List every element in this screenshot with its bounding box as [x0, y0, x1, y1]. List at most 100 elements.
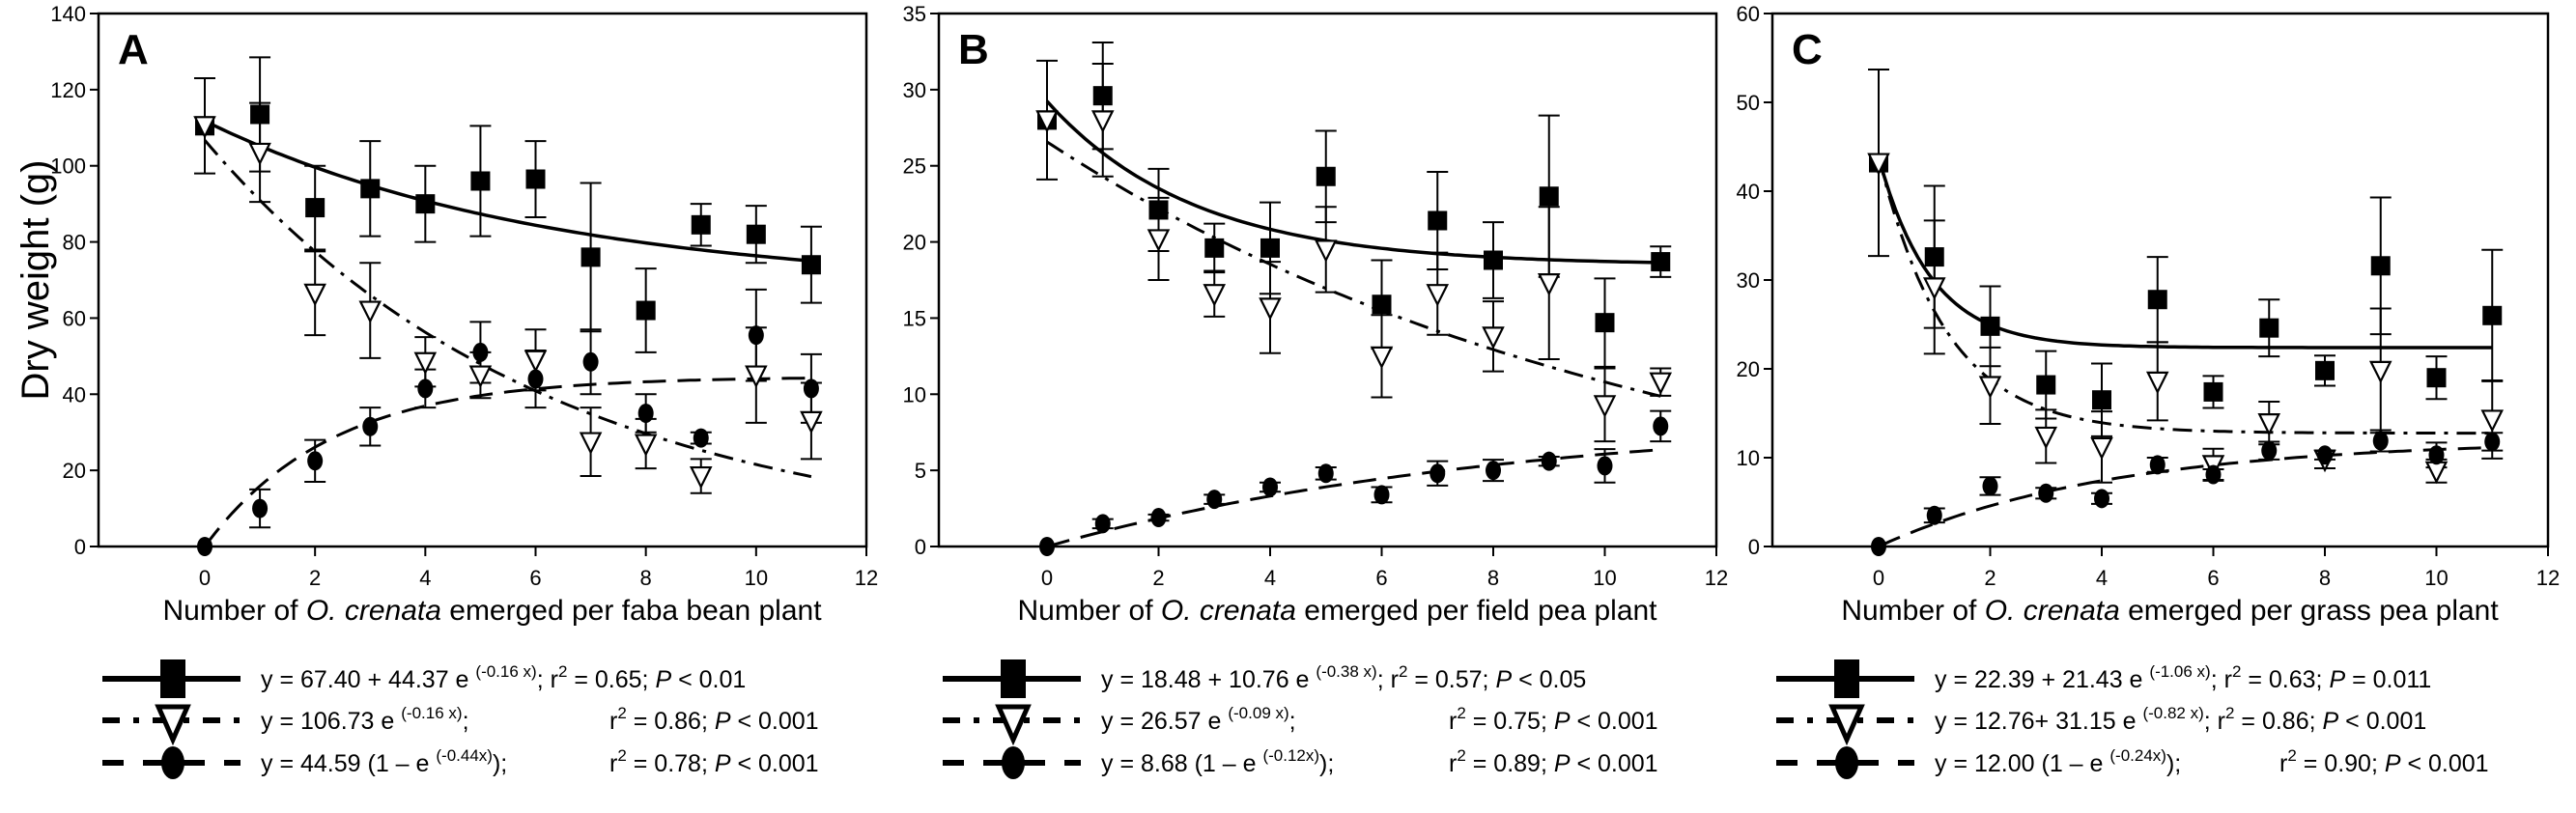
y-tick-label: 60 — [1737, 2, 1760, 26]
r-squared-symbol: r — [1391, 666, 1399, 693]
fit-curve-triangle — [1046, 140, 1661, 398]
legend-square-icon — [160, 659, 185, 698]
data-point-circle — [803, 378, 819, 399]
data-point-triangle — [2090, 436, 2113, 461]
x-axis-label-part: emerged per field pea plant — [1296, 595, 1657, 627]
y-tick-label: 100 — [50, 154, 86, 179]
equation-exponent: (-0.82 x) — [2142, 704, 2203, 722]
data-point-square — [2036, 375, 2056, 395]
y-tick-label: 10 — [903, 382, 926, 406]
data-point-circle — [1541, 451, 1557, 471]
r-squared-symbol: r — [551, 666, 558, 693]
data-point-circle — [1262, 477, 1278, 497]
data-point-triangle — [1867, 153, 1890, 177]
legend-equation: y = 12.76+ 31.15 e (-0.82 x); r2 = 0.86;… — [1935, 704, 2426, 735]
data-point-square — [1372, 294, 1392, 315]
r-squared-value: = 0.75; — [1466, 708, 1554, 735]
data-point-square — [1148, 200, 1169, 220]
y-tick-label: 60 — [63, 306, 86, 330]
equation-exponent: (-0.16 x) — [401, 704, 462, 722]
fit-curve-circle — [1878, 446, 2493, 548]
plot-frame — [937, 12, 1718, 548]
data-point-circle — [2261, 440, 2278, 461]
r-squared-superscript: 2 — [617, 746, 626, 765]
legend-triangle-icon — [995, 704, 1032, 746]
data-point-triangle — [1370, 346, 1394, 370]
equation-exponent: (-0.16 x) — [475, 662, 536, 681]
data-point-triangle — [2368, 360, 2392, 384]
legend-item-triangle: y = 106.73 e (-0.16 x); r2 = 0.86; P < 0.… — [102, 704, 819, 746]
data-point-square — [2426, 368, 2447, 388]
equation-tail: ; — [537, 666, 551, 693]
legend-square-icon — [1001, 659, 1026, 698]
p-value: < 0.001 — [731, 750, 819, 777]
data-point-square — [2147, 290, 2167, 310]
equation-text: y = 8.68 (1 – e — [1101, 750, 1262, 777]
data-point-square — [580, 247, 601, 267]
fit-curve-square — [1877, 156, 2493, 350]
data-point-circle — [417, 378, 434, 399]
y-tick-label: 35 — [903, 2, 926, 26]
panel-C: 0 10 20 30 40 50 60 0 2 4 6 8 10 12 Number of O. crena… — [1737, 2, 2560, 779]
data-point-circle — [307, 451, 324, 471]
y-tick-label: 120 — [50, 78, 86, 102]
equation-text: y = 18.48 + 10.76 e — [1101, 666, 1316, 693]
data-point-triangle — [745, 365, 768, 389]
legend-equation: y = 22.39 + 21.43 e (-1.06 x); r2 = 0.63… — [1935, 662, 2431, 693]
r-squared-value: = 0.63; — [2241, 666, 2329, 693]
r-squared-superscript: 2 — [558, 662, 567, 681]
r-squared-superscript: 2 — [2287, 746, 2296, 765]
equation-text: y = 67.40 + 44.37 e — [261, 666, 475, 693]
equation-text: y = 26.57 e — [1101, 708, 1228, 735]
x-tick-label: 12 — [855, 566, 878, 590]
data-point-circle — [527, 369, 544, 389]
fit-curve-square — [1045, 99, 1661, 265]
data-point-square — [305, 198, 326, 218]
r-squared-value: = 0.65; — [567, 666, 655, 693]
y-tick-label: 10 — [1737, 446, 1760, 470]
data-point-circle — [2205, 464, 2222, 485]
legend-triangle-icon — [155, 704, 191, 746]
data-point-circle — [2317, 445, 2333, 465]
data-point-triangle — [634, 434, 658, 458]
r-squared-superscript: 2 — [1457, 704, 1465, 722]
r-squared-superscript: 2 — [1399, 662, 1407, 681]
data-point-triangle — [1035, 110, 1059, 133]
r-squared-value: = 0.89; — [1466, 750, 1554, 777]
y-tick-label: 20 — [903, 231, 926, 255]
data-point-circle — [1039, 537, 1055, 556]
data-point-square — [1484, 250, 1503, 270]
data-point-square — [2203, 381, 2223, 402]
p-value: < 0.001 — [2338, 708, 2426, 735]
y-tick-label: 0 — [1748, 535, 1760, 559]
p-value: < 0.001 — [1571, 708, 1658, 735]
data-point-square — [746, 224, 766, 244]
data-point-triangle — [1537, 273, 1561, 296]
equation-exponent: (-0.24x) — [2109, 746, 2166, 765]
data-point-triangle — [468, 365, 493, 389]
y-axis-label: Dry weight (g) — [14, 160, 57, 401]
p-value: < 0.001 — [2401, 750, 2489, 777]
data-point-triangle — [2145, 371, 2169, 395]
x-tick-label: 8 — [640, 566, 652, 590]
r-squared-value: = 0.78; — [627, 750, 715, 777]
legend-item-square: y = 22.39 + 21.43 e (-1.06 x); r2 = 0.63… — [1776, 659, 2431, 698]
data-point-circle — [1206, 490, 1223, 510]
x-axis-label-part: Number of — [1017, 595, 1160, 627]
data-point-square — [1980, 316, 2000, 336]
x-axis-label: Number of O. crenata emerged per faba be… — [162, 595, 822, 627]
x-tick-label: 10 — [745, 566, 768, 590]
r-squared-symbol: r — [2224, 666, 2232, 693]
equation-exponent: (-0.09 x) — [1228, 704, 1288, 722]
legend-equation: y = 8.68 (1 – e (-0.12x)); r2 = 0.89; P <… — [1101, 746, 1658, 777]
data-point-circle — [2094, 489, 2109, 509]
r-squared-symbol: r — [609, 708, 617, 735]
legend-triangle-icon — [1828, 704, 1865, 746]
r-squared-superscript: 2 — [617, 704, 626, 722]
r-squared-symbol: r — [1449, 750, 1457, 777]
data-point-circle — [197, 537, 212, 556]
data-point-circle — [1150, 508, 1167, 528]
data-point-circle — [2484, 432, 2501, 452]
equation-tail: ; — [1377, 666, 1391, 693]
data-point-square — [525, 169, 546, 189]
